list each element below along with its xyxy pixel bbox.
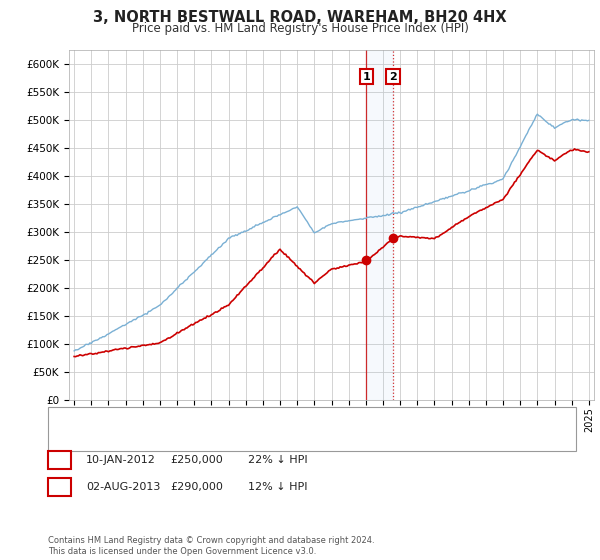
Text: 10-JAN-2012: 10-JAN-2012 <box>86 455 155 465</box>
Text: 3, NORTH BESTWALL ROAD, WAREHAM, BH20 4HX: 3, NORTH BESTWALL ROAD, WAREHAM, BH20 4H… <box>93 10 507 25</box>
Text: £290,000: £290,000 <box>170 482 223 492</box>
Text: 1: 1 <box>56 455 63 465</box>
Text: 3, NORTH BESTWALL ROAD, WAREHAM, BH20 4HX (detached house): 3, NORTH BESTWALL ROAD, WAREHAM, BH20 4H… <box>99 414 455 424</box>
Text: ————: ———— <box>52 432 101 446</box>
Text: £250,000: £250,000 <box>170 455 223 465</box>
Bar <box>366 50 393 400</box>
Text: 2: 2 <box>389 72 397 82</box>
Text: Price paid vs. HM Land Registry's House Price Index (HPI): Price paid vs. HM Land Registry's House … <box>131 22 469 35</box>
Text: Contains HM Land Registry data © Crown copyright and database right 2024.
This d: Contains HM Land Registry data © Crown c… <box>48 536 374 556</box>
Text: 02-AUG-2013: 02-AUG-2013 <box>86 482 160 492</box>
Text: HPI: Average price, detached house, Dorset: HPI: Average price, detached house, Dors… <box>99 434 326 444</box>
Text: 2: 2 <box>56 482 63 492</box>
Text: ————: ———— <box>52 412 101 426</box>
Text: 12% ↓ HPI: 12% ↓ HPI <box>248 482 307 492</box>
Text: 1: 1 <box>362 72 370 82</box>
Text: 22% ↓ HPI: 22% ↓ HPI <box>248 455 307 465</box>
